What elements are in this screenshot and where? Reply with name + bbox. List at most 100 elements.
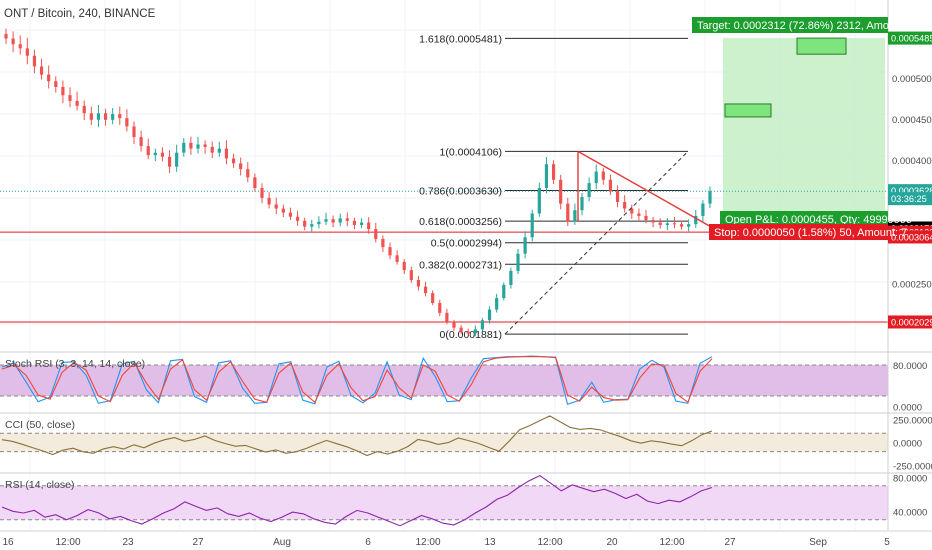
fib-anchor-line [504,151,689,335]
candle-body [246,169,250,178]
candle-body [665,223,669,225]
candle-body [445,312,449,322]
fibonacci-retracement[interactable]: 1.618(0.0005481) 1(0.0004106) 0.786(0.0003… [419,33,688,341]
candle-body [601,171,605,180]
candlesticks [4,28,712,337]
time-tick-label: 20 [606,537,618,548]
rsi-band [0,485,888,520]
candle-body [239,163,243,170]
price-tag-label: 0.0003628 [891,186,932,196]
target-label: Target: 0.0002312 (72.86%) 2312, Amount: [692,17,907,33]
candle-body [96,113,101,120]
time-axis[interactable]: 16 12:00 23 27 Aug 6 12:00 13 12:00 20 12:00 27 Sep 5 [0,530,932,548]
candle-body [495,298,499,310]
candle-body [658,222,662,225]
stoch-rsi-title: Stoch RSI (3, 3, 14, 14, close) [5,358,145,370]
candle-body [118,114,122,119]
candle-body [374,229,378,239]
candle-body [551,164,556,180]
candle-body [132,126,136,138]
candle-body [367,222,371,230]
candle-body [175,152,179,167]
candle-body [623,201,627,209]
candle-body [587,183,591,198]
rsi-tick-label: 80.0000 [893,473,927,484]
candle-body [679,224,684,227]
candle-body [416,280,421,287]
candle-body [388,247,392,256]
indicator-panes: 80.00000.0000250.00000.0000-250.000080.0… [0,351,932,527]
candle-body [146,146,150,156]
target-box-lower [724,103,772,118]
price-tag-label: 0.0003064 [891,232,932,242]
candle-body [196,144,200,149]
candle-body [473,329,477,334]
target-label-text: Target: 0.0002312 (72.86%) 2312, Amount: [697,20,907,32]
time-tick-label: 16 [2,537,14,548]
fib-level-label: 0.786(0.0003630) [419,185,502,197]
candle-body [630,208,634,214]
candle-body [125,118,129,127]
fib-level-label: 0.5(0.0002994) [431,238,502,250]
candle-body [217,148,221,153]
candle-body [701,203,705,216]
fib-level-label: 0.382(0.0002731) [419,259,502,271]
candle-body [89,113,93,120]
time-tick-label: 12:00 [537,537,562,548]
price-tag-bg [888,31,932,45]
fib-level-label: 1.618(0.0005481) [419,33,502,45]
candle-body [111,114,115,120]
candle-body [345,218,349,221]
candle-body [509,270,513,285]
time-tick-label: 6 [365,537,371,548]
candle-body [203,144,207,147]
price-tag-bg [888,192,932,206]
candle-body [559,179,563,204]
candle-body [167,156,172,167]
cci-label: CCI (50, close) [5,419,75,431]
candle-body [544,164,549,188]
candle-body [182,142,186,153]
candle-body [189,142,193,149]
candle-body [615,191,620,202]
candle-body [54,81,58,87]
target-boxes[interactable] [724,37,847,118]
fib-level-label: 0.618(0.0003256) [419,216,502,228]
candle-body [459,327,463,332]
cci-title: CCI (50, close) [5,419,75,431]
candle-body [139,137,143,147]
candle-body [381,238,385,248]
candle-body [537,188,541,214]
candle-body [694,215,698,225]
trend-drawings[interactable] [504,150,714,335]
candle-body [260,188,264,198]
candle-body [267,197,271,205]
fib-level-label: 1(0.0004106) [440,146,502,158]
price-tag-bg [888,315,932,329]
cci-band [0,433,888,452]
candle-body [637,213,641,216]
candle-body [317,221,321,225]
time-tick-label: 12:00 [659,537,684,548]
candle-body [352,220,357,225]
open-pnl-label-bg [720,211,888,227]
candle-body [608,179,613,192]
candle-body [452,321,456,328]
rsi-label: RSI (14, close) [5,479,74,491]
candle-body [530,213,534,238]
stoch-rsi-k-line [1,355,713,406]
candle-body [32,55,37,67]
time-tick-label: 13 [484,537,496,548]
price-tag-label: 0.0005485 [891,34,932,44]
stop-label: Stop: 0.0000050 (1.58%) 50, Amount: 7 [709,224,907,240]
candle-body [47,74,51,82]
candle-body [11,38,15,45]
target-label-bg [692,17,888,33]
fib-level-label: 0(0.0001881) [440,329,502,341]
rsi-line [1,474,713,527]
